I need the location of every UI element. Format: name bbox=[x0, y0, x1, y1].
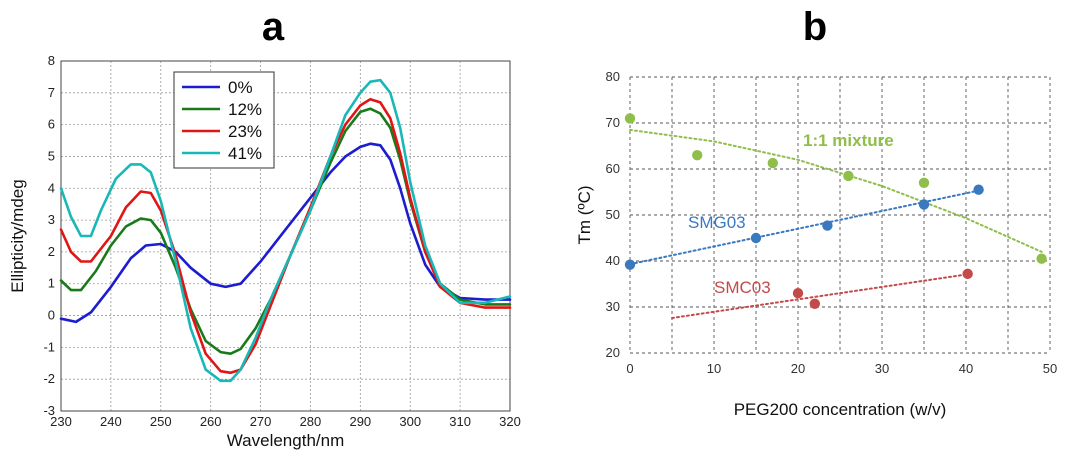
data-point-SMG03 bbox=[750, 232, 762, 244]
y-tick-label: 7 bbox=[48, 85, 55, 100]
plot-frame-a bbox=[60, 60, 511, 412]
y-tick-label: 30 bbox=[606, 299, 620, 314]
y-tick-label: 80 bbox=[606, 69, 620, 84]
data-point-SMG03 bbox=[822, 220, 833, 231]
x-tick-label: 280 bbox=[300, 414, 322, 429]
series-line-23pct bbox=[59, 97, 512, 375]
data-point-SMG03 bbox=[918, 199, 930, 210]
series-label-SMC03: SMC03 bbox=[714, 278, 771, 297]
y-tick-label: 70 bbox=[606, 115, 620, 130]
y-tick-label: 3 bbox=[48, 212, 55, 227]
legend-label: 41% bbox=[228, 144, 262, 163]
data-point-11mixture bbox=[1036, 253, 1047, 264]
y-tick-label: 2 bbox=[48, 244, 55, 259]
y-tick-label: 4 bbox=[48, 180, 55, 195]
legend-label: 0% bbox=[228, 78, 253, 97]
y-axis-label-a: Ellipticity/mdeg bbox=[8, 179, 27, 292]
chart-a-ellipticity: 230 240 250 260 270 280 290 300 310 320-3-2-10123… bbox=[8, 53, 521, 450]
data-point-SMG03 bbox=[973, 184, 984, 195]
y-tick-label: 8 bbox=[48, 53, 55, 68]
x-tick-label: 50 bbox=[1043, 361, 1057, 376]
x-axis-label-a: Wavelength/nm bbox=[227, 431, 344, 450]
trendline-11mixture bbox=[629, 128, 1043, 253]
data-point-SMC03 bbox=[809, 298, 820, 309]
x-tick-label: 240 bbox=[100, 414, 122, 429]
data-point-11mixture bbox=[918, 177, 930, 188]
x-tick-label: 300 bbox=[399, 414, 421, 429]
y-tick-label: -1 bbox=[43, 339, 55, 354]
trendline-SMC03 bbox=[671, 272, 972, 319]
series-line-41pct bbox=[59, 78, 512, 383]
y-tick-label: 60 bbox=[606, 161, 620, 176]
series-label-SMG03: SMG03 bbox=[688, 213, 746, 232]
plot-area-a bbox=[61, 61, 510, 411]
x-tick-label: 30 bbox=[875, 361, 889, 376]
y-tick-label: -2 bbox=[43, 371, 55, 386]
data-point-11mixture bbox=[767, 157, 778, 169]
data-point-SMC03 bbox=[962, 268, 973, 280]
y-tick-label: 50 bbox=[606, 207, 620, 222]
x-tick-label: 40 bbox=[959, 361, 973, 376]
series-label-11mixture: 1:1 mixture bbox=[803, 131, 894, 150]
panel-label-a: a bbox=[262, 5, 285, 49]
x-tick-label: 310 bbox=[449, 414, 471, 429]
y-tick-label: 0 bbox=[48, 308, 55, 323]
series-line-0pct bbox=[59, 142, 512, 324]
y-tick-label: 5 bbox=[48, 148, 55, 163]
x-tick-label: 0 bbox=[626, 361, 633, 376]
data-point-SMG03 bbox=[624, 259, 636, 270]
x-tick-label: 250 bbox=[150, 414, 172, 429]
x-tick-label: 290 bbox=[349, 414, 371, 429]
y-axis-label-b: Tm (ºC) bbox=[575, 185, 594, 244]
data-point-SMC03 bbox=[792, 288, 804, 299]
data-point-11mixture bbox=[843, 170, 854, 182]
x-tick-label: 230 bbox=[50, 414, 72, 429]
chart-b-melting-temperature: 20 30 40 50 60 70 80 0 10 20 30 40 50 1:1 mixture SMG0… bbox=[575, 69, 1057, 419]
x-axis-label-b: PEG200 concentration (w/v) bbox=[734, 400, 947, 419]
x-tick-label: 270 bbox=[250, 414, 272, 429]
y-tick-label: 20 bbox=[606, 345, 620, 360]
data-point-11mixture bbox=[624, 113, 636, 124]
y-tick-label: 6 bbox=[48, 117, 55, 132]
legend-label: 23% bbox=[228, 122, 262, 141]
y-tick-label: 1 bbox=[48, 276, 55, 291]
x-tick-label: 20 bbox=[791, 361, 805, 376]
y-tick-label: -3 bbox=[43, 403, 55, 418]
y-tick-label: 40 bbox=[606, 253, 620, 268]
legend-label: 12% bbox=[228, 100, 262, 119]
x-tick-label: 260 bbox=[200, 414, 222, 429]
x-tick-label: 10 bbox=[707, 361, 721, 376]
x-tick-label: 320 bbox=[499, 414, 521, 429]
data-point-11mixture bbox=[692, 150, 703, 161]
panel-label-b: b bbox=[803, 5, 827, 49]
